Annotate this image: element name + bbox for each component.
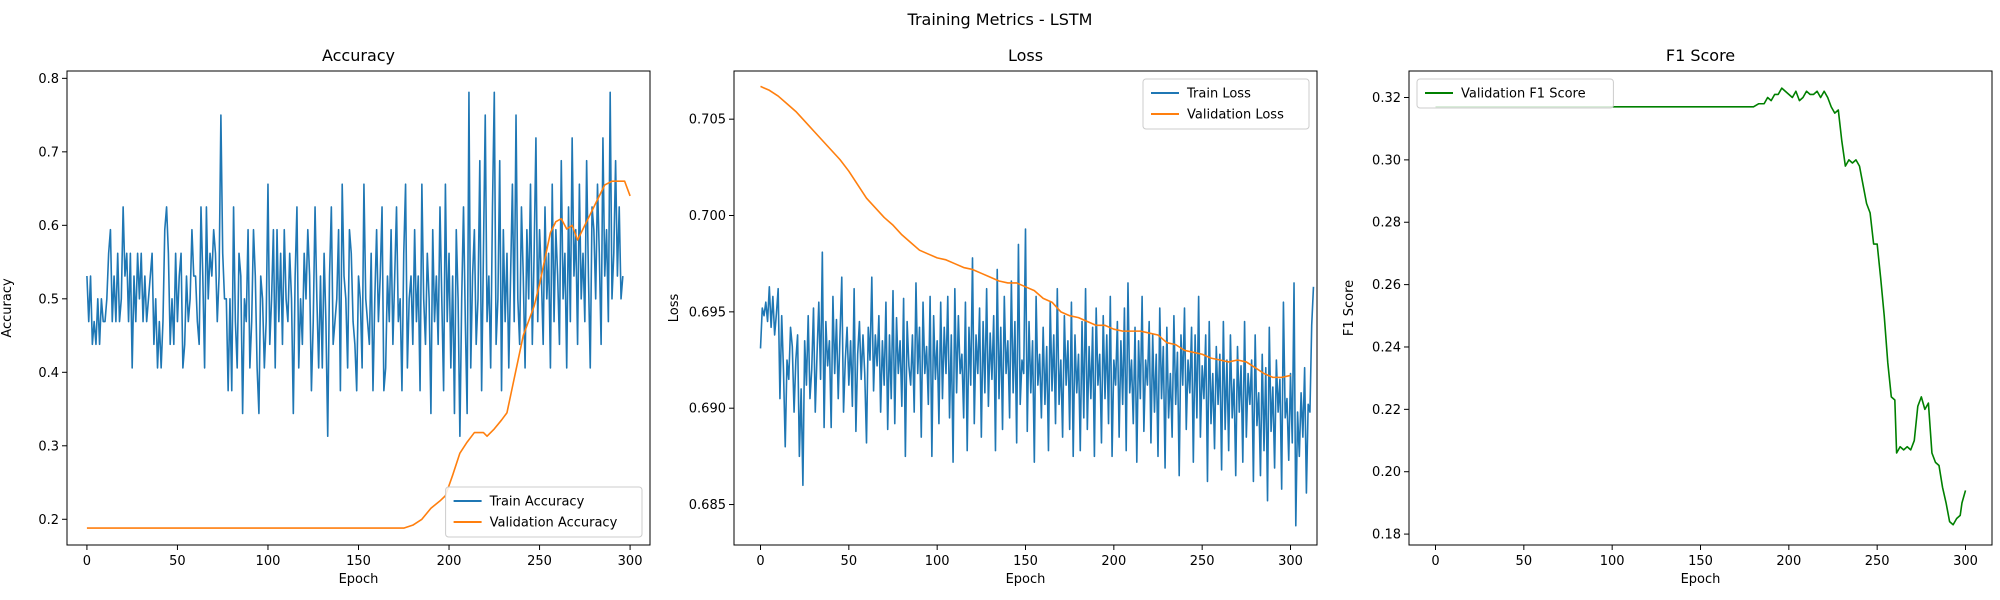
x-tick-label: 250 xyxy=(1190,554,1215,569)
legend-entry: Train Loss xyxy=(1186,87,1251,102)
x-tick-label: 300 xyxy=(618,554,643,569)
chart-panel-2: Loss 0 50 100 150 200 250 300 0.685 0.690 0.695 0.7… xyxy=(667,46,1318,587)
validation-f1-score-line xyxy=(1435,87,1967,526)
legend: Train Loss Validation Loss xyxy=(1142,78,1310,130)
x-tick-label: 150 xyxy=(1688,554,1713,569)
train-accuracy-line xyxy=(86,91,624,438)
chart-title: Accuracy xyxy=(322,46,395,65)
y-axis-label: Loss xyxy=(667,294,682,323)
chart-panel-3: F1 Score 0 50 100 150 200 250 300 0.18 0.20 0.22 0.… xyxy=(1342,46,1993,587)
legend-box xyxy=(1416,78,1614,109)
x-tick-label: 300 xyxy=(1278,554,1303,569)
x-tick-label: 300 xyxy=(1953,554,1978,569)
y-axis-label: Accuracy xyxy=(0,278,15,338)
y-tick-label: 0.685 xyxy=(689,498,726,513)
y-axis-label: F1 Score xyxy=(1342,280,1357,336)
x-tick-label: 0 xyxy=(1431,554,1439,569)
y-tick-label: 0.28 xyxy=(1372,216,1401,231)
y-tick-label: 0.18 xyxy=(1372,528,1401,543)
legend-entry: Train Accuracy xyxy=(489,495,585,510)
y-tick-label: 0.22 xyxy=(1372,403,1401,418)
validation-loss-line xyxy=(760,85,1291,379)
x-tick-label: 200 xyxy=(1776,554,1801,569)
legend-entry: Validation F1 Score xyxy=(1461,87,1586,102)
figure-suptitle: Training Metrics - LSTM xyxy=(907,10,1093,29)
y-tick-label: 0.6 xyxy=(38,219,59,234)
y-tick-label: 0.20 xyxy=(1372,465,1401,480)
x-axis-label: Epoch xyxy=(1681,572,1721,587)
plot-area-frame xyxy=(66,70,651,546)
x-tick-label: 250 xyxy=(527,554,552,569)
y-tick-label: 0.7 xyxy=(38,145,59,160)
x-tick-label: 50 xyxy=(169,554,186,569)
y-tick-label: 0.700 xyxy=(689,209,726,224)
x-tick-label: 0 xyxy=(756,554,764,569)
y-tick-label: 0.24 xyxy=(1372,340,1401,355)
legend-entry: Validation Accuracy xyxy=(490,516,618,531)
legend-entry: Validation Loss xyxy=(1187,108,1284,123)
x-tick-label: 100 xyxy=(256,554,281,569)
train-loss-line xyxy=(759,228,1315,527)
x-tick-label: 50 xyxy=(841,554,858,569)
legend: Train Accuracy Validation Accuracy xyxy=(445,486,643,538)
y-tick-label: 0.26 xyxy=(1372,278,1401,293)
x-tick-label: 150 xyxy=(346,554,371,569)
x-axis-label: Epoch xyxy=(1006,572,1046,587)
y-tick-label: 0.4 xyxy=(38,366,59,381)
y-tick-label: 0.695 xyxy=(689,305,726,320)
chart-title: Loss xyxy=(1008,46,1043,65)
x-tick-label: 200 xyxy=(437,554,462,569)
legend-box xyxy=(445,486,643,538)
y-tick-label: 0.3 xyxy=(38,439,59,454)
x-tick-label: 150 xyxy=(1013,554,1038,569)
x-axis-label: Epoch xyxy=(339,572,379,587)
y-tick-label: 0.705 xyxy=(689,113,726,128)
legend: Validation F1 Score xyxy=(1416,78,1614,109)
legend-box xyxy=(1142,78,1310,130)
plot-area-frame xyxy=(733,70,1318,546)
y-tick-label: 0.690 xyxy=(689,402,726,417)
x-tick-label: 200 xyxy=(1101,554,1126,569)
y-tick-label: 0.8 xyxy=(38,72,59,87)
x-tick-label: 50 xyxy=(1516,554,1533,569)
y-tick-label: 0.5 xyxy=(38,292,59,307)
y-tick-label: 0.32 xyxy=(1372,91,1401,106)
x-tick-label: 0 xyxy=(83,554,91,569)
plot-area-frame xyxy=(1408,70,1993,546)
x-tick-label: 100 xyxy=(1600,554,1625,569)
y-tick-label: 0.2 xyxy=(38,513,59,528)
x-tick-label: 100 xyxy=(925,554,950,569)
chart-panel-1: Accuracy 0 50 100 150 200 250 300 0.2 0.3 0.4 0.5 0.… xyxy=(0,46,651,587)
x-tick-label: 250 xyxy=(1865,554,1890,569)
y-tick-label: 0.30 xyxy=(1372,153,1401,168)
chart-title: F1 Score xyxy=(1666,46,1735,65)
